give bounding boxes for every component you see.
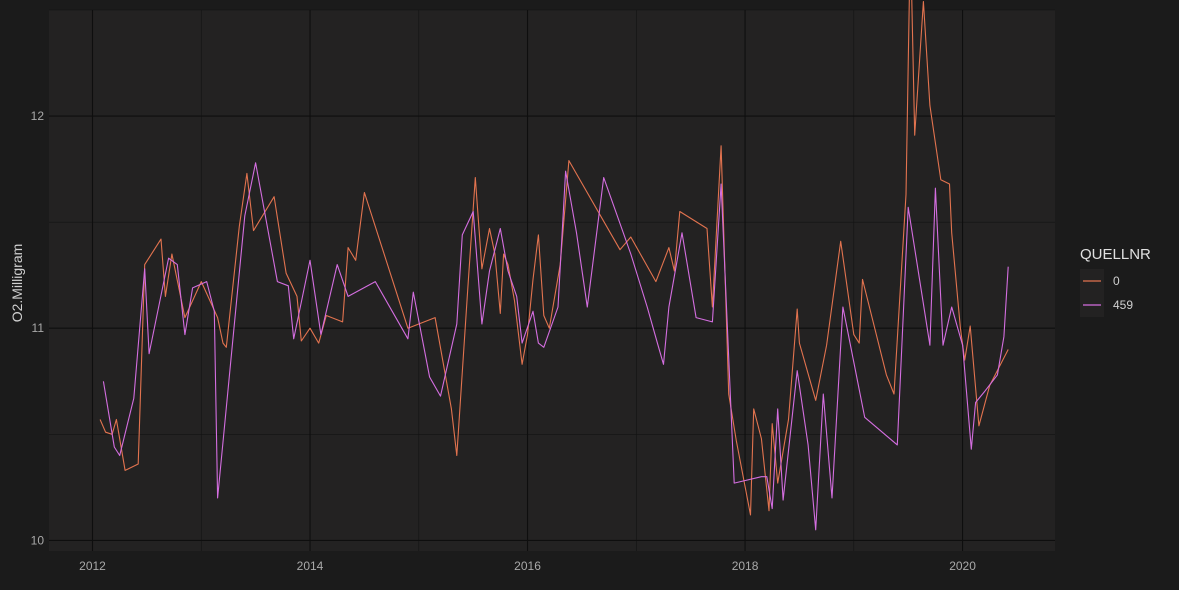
x-axis-ticks: 2012 2014 2016 2018 2020	[79, 559, 976, 573]
legend-label: 459	[1113, 298, 1133, 312]
legend-item-459: 459	[1080, 293, 1133, 317]
series-line-459	[102, 162, 1009, 531]
plot-panel	[49, 10, 1055, 551]
legend-label: 0	[1113, 274, 1120, 288]
y-tick-label: 12	[31, 109, 45, 123]
y-axis-ticks: 10 11 12	[31, 109, 45, 547]
x-tick-label: 2014	[297, 559, 324, 573]
grid-major	[49, 10, 1055, 551]
y-tick-label: 11	[32, 321, 45, 335]
legend-item-0: 0	[1080, 269, 1120, 293]
y-axis-label: O2.Milligram	[9, 244, 25, 323]
series-layer	[99, 0, 1009, 531]
series-line-0	[99, 0, 1009, 516]
x-tick-label: 2020	[949, 559, 976, 573]
x-tick-label: 2018	[732, 559, 759, 573]
x-tick-label: 2012	[79, 559, 106, 573]
legend: QUELLNR 0 459	[1080, 246, 1151, 317]
x-tick-label: 2016	[514, 559, 541, 573]
y-tick-label: 10	[31, 533, 45, 547]
legend-title: QUELLNR	[1080, 246, 1151, 263]
legend-items: 0 459	[1080, 269, 1133, 317]
